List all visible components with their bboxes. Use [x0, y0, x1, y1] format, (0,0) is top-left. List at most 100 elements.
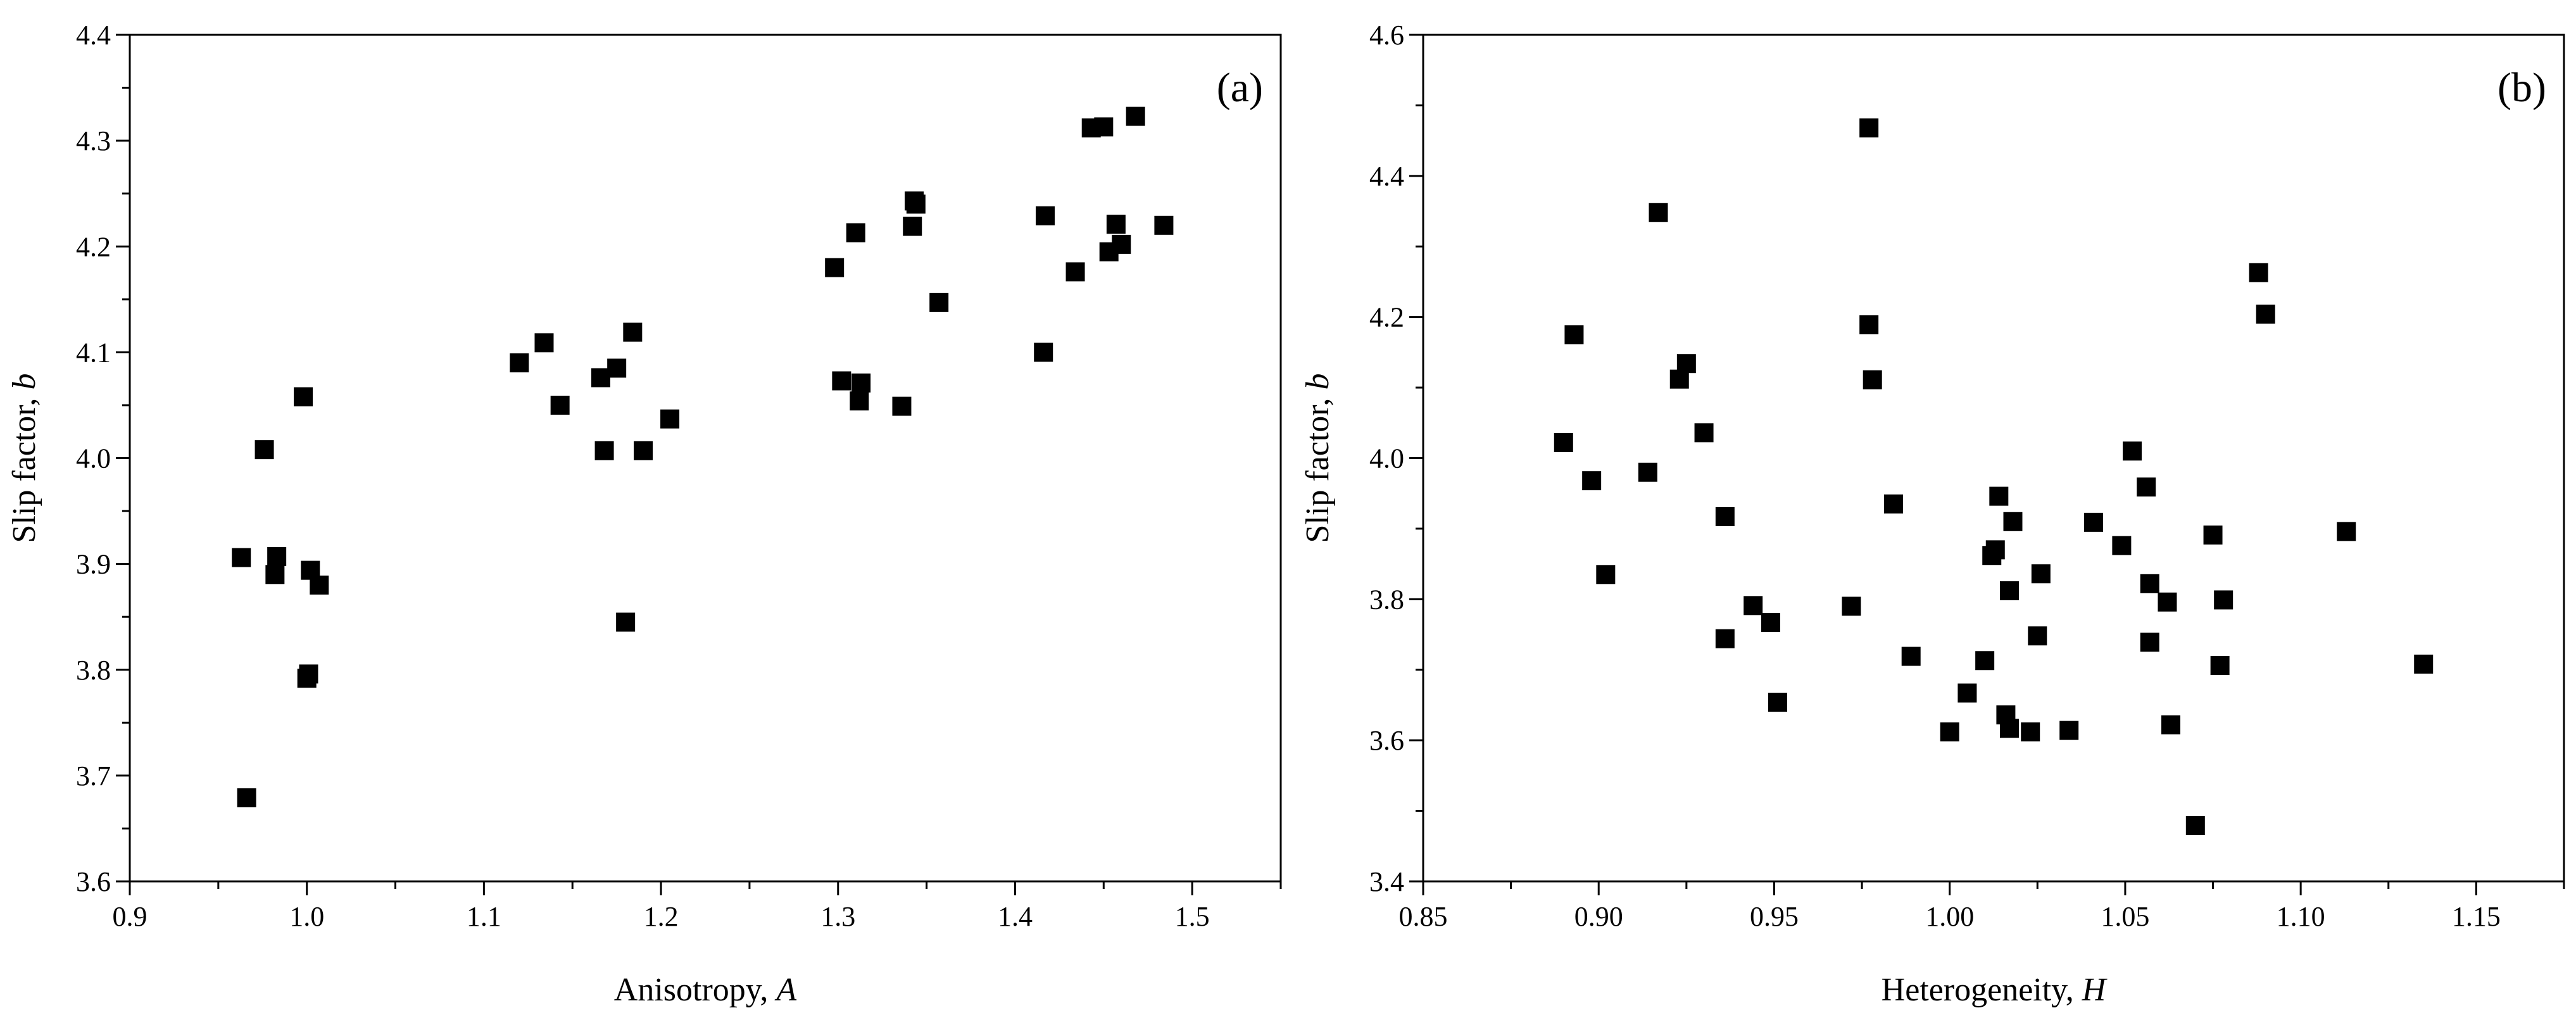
- data-point: [2256, 305, 2275, 324]
- data-point: [1715, 629, 1735, 648]
- y-tick-label: 3.4: [1369, 866, 1404, 897]
- y-tick-label: 3.6: [76, 866, 111, 897]
- data-point: [1985, 540, 2005, 560]
- data-point: [2210, 656, 2230, 676]
- data-point: [1676, 354, 1696, 374]
- y-tick-label: 4.4: [76, 20, 111, 51]
- chart-panel-b: 0.85 0.90 0.95 1.00 1.05 1.10 1.15 3.4 3.6 3.8 4.0…: [1300, 20, 2565, 1008]
- data-point: [2137, 477, 2156, 497]
- x-tick-label: 1.4: [998, 901, 1033, 932]
- x-axis-title: Heterogeneity, H: [1882, 972, 2108, 1008]
- x-tick-label: 1.5: [1175, 901, 1210, 932]
- x-tick-label: 1.0: [289, 901, 324, 932]
- x-tick-label: 1.2: [644, 901, 679, 932]
- data-point: [1940, 722, 1959, 741]
- data-point: [1126, 106, 1145, 126]
- data-point: [2161, 715, 2181, 734]
- data-point: [2003, 512, 2023, 531]
- data-point: [1859, 118, 1879, 138]
- chart-panel-a: 0.9 1.0 1.1 1.2 1.3 1.4 1.5 3.6 3.7 3.8 3.9 4.0 4.1 4…: [6, 20, 1282, 1008]
- data-point: [1859, 315, 1879, 334]
- data-point: [310, 576, 329, 595]
- y-tick-label: 3.6: [1369, 725, 1404, 756]
- data-point: [1842, 596, 1861, 616]
- data-point: [2031, 564, 2051, 584]
- data-point: [2158, 592, 2177, 612]
- y-tick-label: 3.8: [76, 655, 111, 686]
- data-point: [1989, 486, 2009, 506]
- data-point: [846, 223, 865, 243]
- y-tick-label: 4.0: [76, 443, 111, 474]
- data-point: [1554, 432, 1573, 452]
- data-point: [1883, 494, 1903, 514]
- data-point: [1901, 646, 1921, 666]
- data-point: [1649, 203, 1668, 222]
- data-point: [2249, 263, 2268, 282]
- data-point: [510, 353, 529, 373]
- data-point: [1065, 262, 1085, 282]
- data-point: [265, 565, 285, 584]
- data-point: [1564, 325, 1584, 344]
- data-point: [825, 258, 845, 277]
- plot-frame: [1422, 34, 2565, 883]
- data-point: [616, 612, 636, 632]
- data-point: [2337, 522, 2356, 541]
- data-point: [1106, 215, 1126, 234]
- data-point: [2028, 626, 2047, 646]
- data-point: [2084, 512, 2104, 532]
- data-point: [294, 387, 313, 407]
- data-point: [1112, 234, 1131, 254]
- y-tick-label: 4.0: [1369, 443, 1404, 474]
- y-axis-title: Slip factor, b: [6, 374, 42, 543]
- data-point: [2112, 536, 2132, 555]
- data-point: [2203, 525, 2223, 545]
- x-tick-label: 1.15: [2452, 901, 2501, 932]
- data-point: [903, 217, 922, 236]
- data-point: [929, 293, 949, 312]
- x-tick-label: 0.95: [1750, 901, 1799, 932]
- data-point: [534, 333, 554, 353]
- y-tick-label: 4.2: [76, 231, 111, 262]
- data-point: [660, 409, 680, 429]
- data-point: [623, 322, 643, 342]
- data-point: [832, 371, 851, 391]
- x-axis-title: Anisotropy, A: [614, 972, 797, 1008]
- data-point: [1638, 462, 1657, 482]
- data-point: [850, 391, 869, 411]
- x-tick-label: 1.10: [2277, 901, 2325, 932]
- y-axis-title: Slip factor, b: [1300, 374, 1336, 543]
- data-point: [1957, 683, 1977, 703]
- data-point: [634, 441, 653, 460]
- y-tick-label: 4.2: [1369, 302, 1404, 333]
- data-point: [1999, 581, 2019, 600]
- data-point: [1744, 596, 1763, 615]
- y-tick-label: 4.4: [1369, 161, 1404, 192]
- data-point: [1768, 693, 1788, 712]
- x-tick-label: 0.85: [1399, 901, 1448, 932]
- x-tick-label: 1.3: [820, 901, 855, 932]
- data-point: [254, 440, 274, 460]
- data-point: [2140, 633, 2159, 652]
- panel-label: (b): [2497, 65, 2546, 111]
- data-point: [232, 548, 251, 567]
- data-point: [1582, 471, 1602, 491]
- data-point: [892, 396, 912, 416]
- data-point: [2123, 441, 2142, 461]
- data-point: [1596, 565, 1616, 584]
- data-point: [550, 395, 570, 415]
- data-point: [1761, 613, 1780, 633]
- plot-frame: [129, 34, 1282, 883]
- data-point: [851, 373, 871, 393]
- data-point: [594, 441, 614, 460]
- x-tick-label: 1.1: [467, 901, 501, 932]
- y-tick-label: 3.7: [76, 760, 111, 791]
- data-point: [591, 368, 610, 388]
- data-point: [2021, 722, 2040, 741]
- data-point: [1094, 117, 1114, 137]
- data-point: [1999, 719, 2019, 738]
- data-point: [1694, 423, 1714, 443]
- data-point: [2414, 654, 2434, 674]
- data-point: [2185, 816, 2205, 835]
- x-tick-label: 1.00: [1925, 901, 1974, 932]
